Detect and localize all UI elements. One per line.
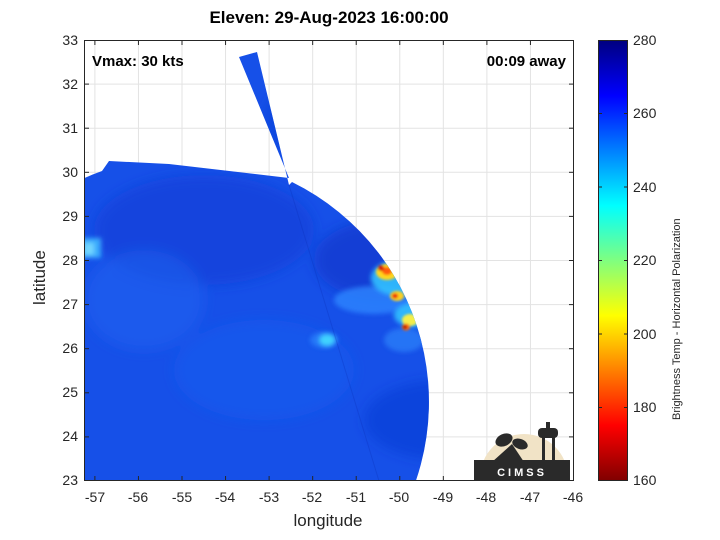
x-tick-label: -48	[475, 489, 497, 505]
time-away-label: 00:09 away	[486, 53, 566, 70]
y-tick-label: 28	[62, 252, 78, 268]
y-tick-label: 26	[62, 340, 78, 356]
colorbar-tick-label: 200	[633, 326, 657, 342]
y-tick-label: 25	[62, 384, 78, 400]
colorbar-tick-label: 180	[633, 399, 657, 415]
chart-title: Eleven: 29-Aug-2023 16:00:00	[209, 8, 449, 27]
y-tick-label: 32	[62, 76, 78, 92]
x-tick-label: -50	[388, 489, 410, 505]
x-tick-label: -46	[562, 489, 584, 505]
colorbar-gradient	[598, 40, 628, 481]
swath-seam	[288, 184, 380, 481]
cimss-logo: CIMSS	[474, 422, 570, 480]
y-tick-label: 29	[62, 208, 78, 224]
colorbar-tick-label: 260	[633, 105, 657, 121]
vmax-label: Vmax: 30 kts	[92, 53, 184, 70]
x-tick-label: -53	[258, 489, 280, 505]
colorbar	[598, 40, 628, 481]
x-tick-label: -49	[432, 489, 454, 505]
y-tick-label: 30	[62, 164, 78, 180]
x-tick-label: -56	[127, 489, 149, 505]
x-axis-label: longitude	[293, 511, 363, 530]
colorbar-tick-marks	[598, 40, 628, 481]
x-tick-label: -47	[519, 489, 541, 505]
x-tick-label: -52	[301, 489, 323, 505]
y-tick-label: 27	[62, 296, 78, 312]
y-tick-label: 23	[62, 472, 78, 488]
logo-text: CIMSS	[497, 467, 547, 479]
map-plot-area	[84, 40, 574, 481]
colorbar-tick-label: 280	[633, 32, 657, 48]
colorbar-tick-label: 220	[633, 252, 657, 268]
x-tick-label: -54	[214, 489, 236, 505]
colorbar-tick-label: 240	[633, 179, 657, 195]
colorbar-tick-label: 160	[633, 472, 657, 488]
y-tick-label: 33	[62, 32, 78, 48]
y-tick-label: 31	[62, 120, 78, 136]
y-tick-label: 24	[62, 428, 78, 444]
x-tick-label: -55	[171, 489, 193, 505]
x-tick-label: -57	[84, 489, 106, 505]
x-tick-label: -51	[345, 489, 367, 505]
